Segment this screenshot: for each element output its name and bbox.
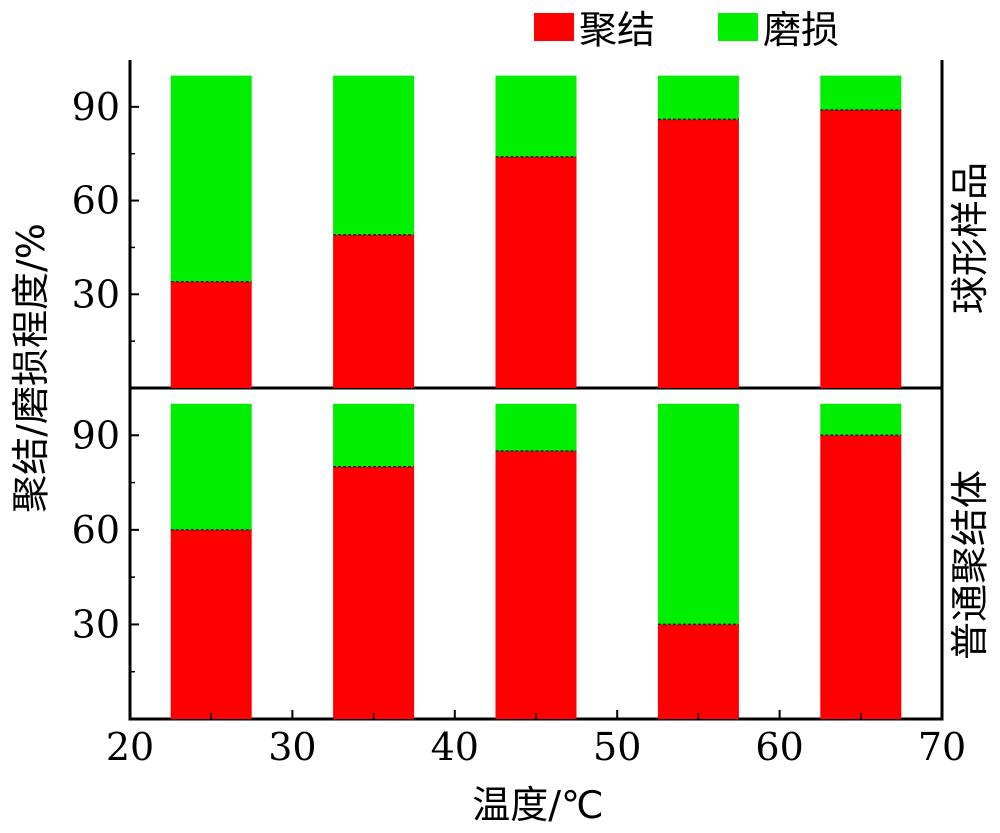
bar-wear-p2-35 (333, 403, 415, 467)
bar-wear-p2-55 (657, 403, 739, 625)
y-tick-label-p1-30: 30 (72, 272, 120, 316)
bar-agglomeration-p1-45 (495, 156, 577, 388)
bar-wear-p2-65 (820, 403, 902, 436)
x-axis-title: 温度/℃ (472, 783, 603, 827)
legend: 聚结 磨损 (534, 8, 839, 52)
panel-label-bottom: 普通聚结体 (948, 470, 992, 660)
bar-wear-p1-55 (657, 75, 739, 120)
legend-label-agglomeration: 聚结 (579, 8, 655, 52)
bar-wear-p1-25 (170, 75, 252, 282)
legend-swatch-agglomeration (534, 13, 574, 41)
y-tick-label-p1-60: 60 (72, 179, 120, 223)
bar-wear-p1-45 (495, 75, 577, 157)
y-tick-label-p2-90: 90 (72, 413, 120, 457)
x-tick-label-20: 20 (106, 725, 154, 769)
legend-label-wear: 磨损 (763, 8, 839, 52)
bar-agglomeration-p2-55 (657, 624, 739, 719)
x-tick-label-40: 40 (431, 725, 479, 769)
x-axis: 20 30 40 50 60 70 (106, 710, 966, 769)
bars (170, 75, 902, 719)
y-tick-label-p2-60: 60 (72, 508, 120, 552)
bar-agglomeration-p2-45 (495, 451, 577, 719)
bar-wear-p1-65 (820, 75, 902, 110)
x-tick-label-30: 30 (268, 725, 316, 769)
bar-agglomeration-p1-35 (333, 234, 415, 388)
y-tick-label-p2-30: 30 (72, 602, 120, 646)
bar-agglomeration-p1-55 (657, 119, 739, 388)
legend-swatch-wear (718, 13, 758, 41)
bar-agglomeration-p2-65 (820, 435, 902, 719)
bar-wear-p1-35 (333, 75, 415, 235)
bar-agglomeration-p2-35 (333, 466, 415, 719)
panel-label-top: 球形样品 (948, 162, 992, 314)
y-tick-label-p1-90: 90 (72, 85, 120, 129)
bar-wear-p2-25 (170, 403, 252, 530)
y-axis-title: 聚结/磨损程度/% (9, 223, 53, 513)
bar-agglomeration-p1-65 (820, 109, 902, 388)
x-tick-label-50: 50 (593, 725, 641, 769)
bar-agglomeration-p1-25 (170, 281, 252, 388)
x-tick-label-70: 70 (918, 725, 966, 769)
y-axis: 30 60 90 30 60 90 (72, 85, 139, 673)
bar-agglomeration-p2-25 (170, 529, 252, 719)
x-tick-label-60: 60 (755, 725, 803, 769)
bar-wear-p2-45 (495, 403, 577, 452)
